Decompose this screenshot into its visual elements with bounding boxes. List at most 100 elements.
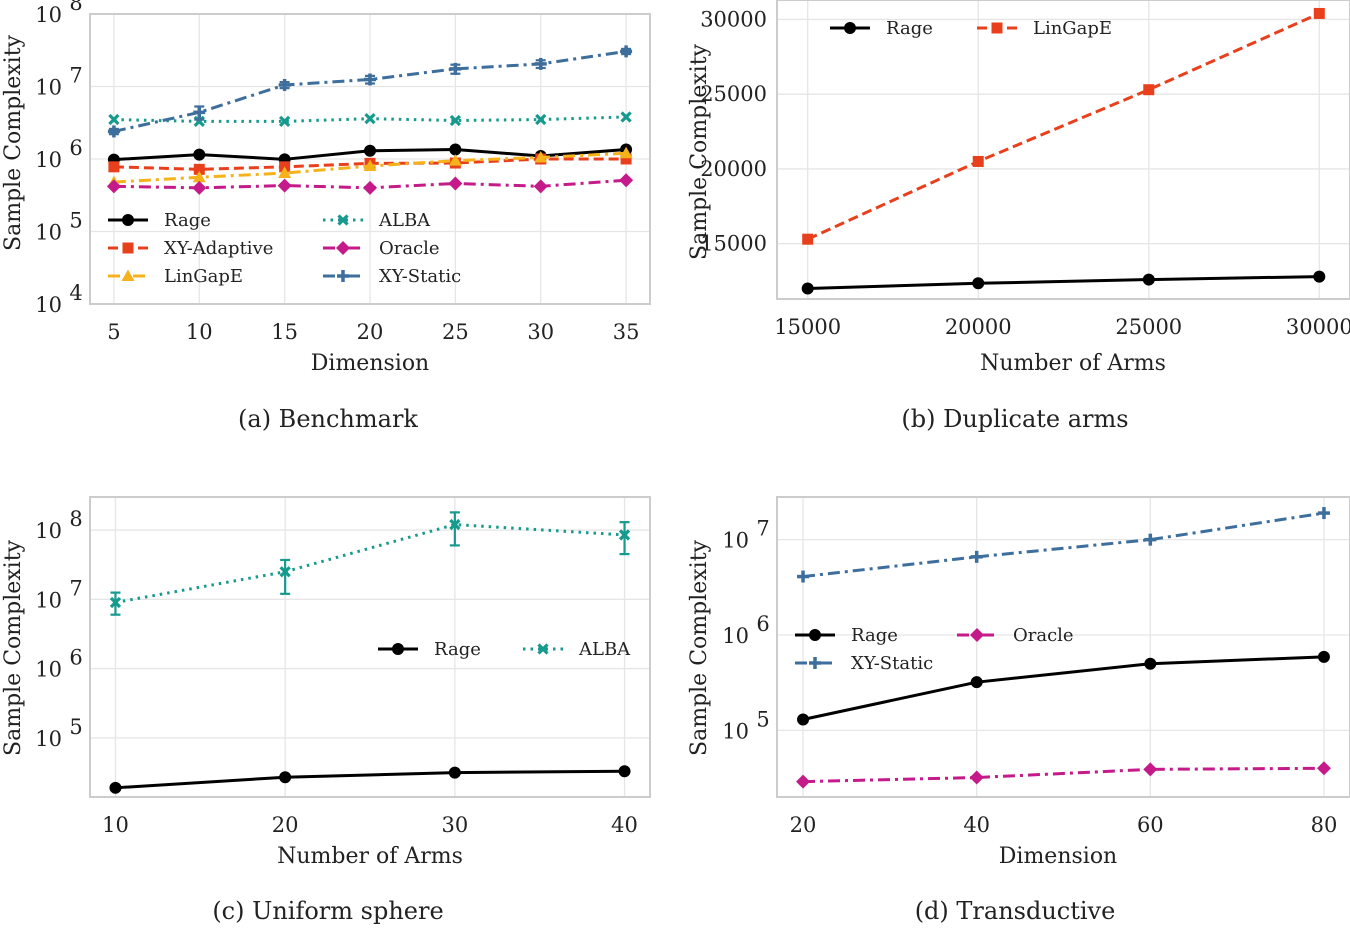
data-point-alba: [279, 115, 291, 128]
y-tick-label: 20000: [700, 157, 767, 181]
legend-item-rage: Rage: [108, 210, 211, 231]
caption-uniform-sphere: (c) Uniform sphere: [212, 897, 443, 925]
data-point-xy-static: [797, 570, 810, 583]
data-point-oracle: [448, 176, 463, 191]
data-point-lingape: [278, 166, 292, 179]
legend-marker: [991, 22, 1003, 34]
legend-label: ALBA: [378, 210, 431, 231]
data-point-xy-adaptive: [193, 163, 205, 175]
y-tick-exponent: 8: [69, 0, 82, 15]
legend-item-lingape: LinGapE: [977, 18, 1112, 39]
legend-marker: [337, 214, 349, 226]
plot-frame: [776, 496, 1350, 798]
marker-stroke: [279, 566, 291, 578]
data-point-oracle: [619, 173, 634, 188]
legend-item-rage: Rage: [378, 639, 481, 660]
data-point-xy-static: [1144, 533, 1157, 546]
y-tick-exponent: 7: [69, 576, 82, 600]
legend-item-lingape: LinGapE: [108, 266, 243, 287]
data-point-alba: [108, 113, 120, 126]
marker-stroke: [537, 643, 549, 655]
y-tick-label: 10: [35, 588, 62, 612]
series-line-rage: [807, 275, 1320, 291]
x-tick-label: 25000: [1115, 315, 1182, 339]
marker-stroke: [108, 113, 120, 126]
plot-frame: [89, 496, 651, 798]
series-xy-static: [107, 45, 633, 138]
y-axis-label: Sample Complexity: [687, 43, 712, 260]
x-tick-label: 15: [271, 320, 298, 344]
x-axis-label: Number of Arms: [277, 844, 463, 869]
data-point-alba: [449, 114, 461, 127]
data-point-rage: [449, 143, 462, 156]
legend-marker: [122, 242, 134, 254]
data-point-rage: [109, 781, 122, 794]
series-line-lingape: [807, 12, 1320, 241]
error-bar: [280, 558, 291, 595]
data-point-rage: [970, 676, 983, 689]
data-point-alba: [109, 596, 122, 609]
x-tick-label: 20000: [945, 315, 1012, 339]
data-point-rage: [1317, 650, 1330, 663]
series-rage: [797, 650, 1330, 726]
x-tick-label: 10: [102, 813, 129, 837]
data-point-xy-static: [107, 125, 120, 138]
legend-label: XY-Adaptive: [164, 238, 273, 259]
data-point-rage: [448, 766, 461, 779]
legend-item-rage: Rage: [830, 18, 933, 39]
y-tick-exponent: 7: [69, 64, 82, 88]
panel-uniform-sphere: (c) Uniform sphere Number of Arms Sample…: [1, 496, 651, 925]
data-point-lingape: [1313, 7, 1325, 19]
y-tick-exponent: 6: [69, 646, 82, 670]
series-alba: [109, 511, 631, 616]
series-line-oracle: [803, 766, 1324, 784]
data-point-xy-static: [278, 78, 291, 91]
marker-stroke: [620, 111, 632, 123]
data-point-xy-static: [970, 550, 983, 563]
legend-label: LinGapE: [164, 266, 243, 287]
y-tick-label: 10: [35, 293, 62, 317]
data-point-alba: [364, 113, 376, 125]
marker-stroke: [193, 115, 205, 128]
data-point-rage: [972, 277, 985, 290]
series-line-xy-static: [802, 511, 1325, 579]
y-tick-exponent: 5: [69, 209, 82, 233]
legend-item-alba: ALBA: [323, 210, 431, 231]
data-point-alba: [535, 113, 547, 126]
legend-marker: [537, 643, 549, 655]
data-point-xy-static: [364, 73, 376, 86]
data-point-rage: [364, 144, 376, 157]
caption-benchmark: (a) Benchmark: [238, 405, 418, 433]
series-xy-static: [797, 507, 1330, 583]
data-point-alba: [620, 111, 632, 123]
x-tick-label: 30: [441, 813, 468, 837]
data-point-lingape: [192, 170, 206, 183]
data-point-oracle: [1316, 761, 1331, 776]
series-rage: [801, 270, 1326, 295]
series-alba: [108, 111, 632, 128]
x-tick-label: 25: [442, 320, 469, 344]
x-tick-label: 10: [186, 320, 213, 344]
series-line-rage: [115, 769, 625, 790]
marker-stroke: [618, 529, 631, 541]
data-point-xy-static: [193, 106, 206, 119]
data-point-lingape: [1143, 84, 1155, 96]
series-rage: [109, 765, 631, 794]
data-point-oracle: [969, 770, 984, 785]
marker-stroke: [279, 115, 291, 128]
plot-frame: [89, 13, 651, 305]
y-tick-label: 25000: [700, 82, 767, 106]
legend-item-xy-static: XY-Static: [323, 266, 461, 287]
plot-frame: [776, 0, 1350, 300]
y-axis-label: Sample Complexity: [1, 34, 26, 251]
x-tick-label: 35: [613, 320, 640, 344]
y-tick-label: 10: [35, 658, 62, 682]
marker-stroke: [337, 214, 349, 226]
tick-labels: 5 10 15 20 25 30 35 10 4 10 5 10 6 10 7 10 8: [35, 0, 639, 344]
data-point-xy-static: [534, 57, 547, 70]
x-tick-label: 80: [1311, 813, 1338, 837]
data-point-oracle: [1143, 762, 1158, 777]
x-tick-label: 20: [272, 813, 299, 837]
x-tick-label: 20: [790, 813, 817, 837]
legend-item-xy-adaptive: XY-Adaptive: [108, 238, 273, 259]
